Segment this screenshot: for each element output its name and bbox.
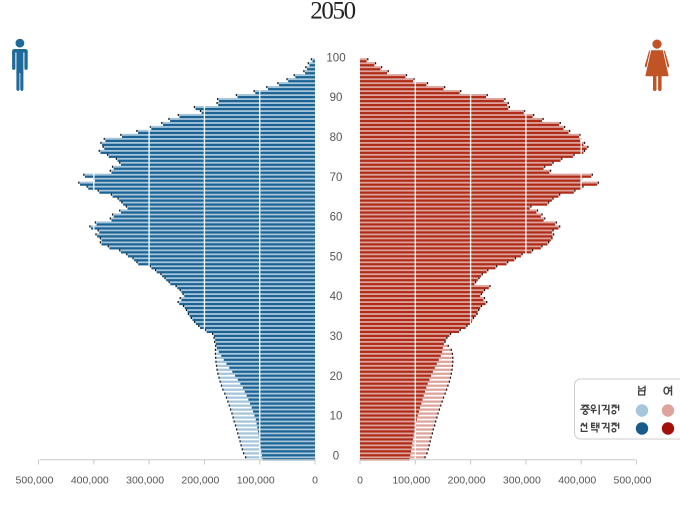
svg-text:100,000: 100,000 <box>237 475 275 487</box>
svg-text:30: 30 <box>330 331 343 343</box>
svg-text:400,000: 400,000 <box>71 475 109 487</box>
svg-text:0: 0 <box>357 475 363 487</box>
svg-text:20: 20 <box>330 371 343 383</box>
svg-text:70: 70 <box>330 172 343 184</box>
svg-text:400,000: 400,000 <box>558 475 596 487</box>
svg-text:200,000: 200,000 <box>448 475 486 487</box>
svg-text:500,000: 500,000 <box>614 475 652 487</box>
svg-text:500,000: 500,000 <box>16 475 54 487</box>
svg-text:40: 40 <box>330 291 343 303</box>
svg-text:100: 100 <box>326 52 345 64</box>
svg-text:300,000: 300,000 <box>126 475 164 487</box>
svg-text:0: 0 <box>312 475 318 487</box>
svg-text:60: 60 <box>330 212 343 224</box>
svg-text:50: 50 <box>330 251 343 263</box>
svg-text:90: 90 <box>330 92 343 104</box>
svg-text:200,000: 200,000 <box>181 475 219 487</box>
svg-text:2050: 2050 <box>310 0 355 25</box>
svg-text:80: 80 <box>330 132 343 144</box>
svg-text:10: 10 <box>330 411 343 423</box>
svg-text:300,000: 300,000 <box>503 475 541 487</box>
svg-text:0: 0 <box>333 450 339 462</box>
svg-text:100,000: 100,000 <box>392 475 430 487</box>
